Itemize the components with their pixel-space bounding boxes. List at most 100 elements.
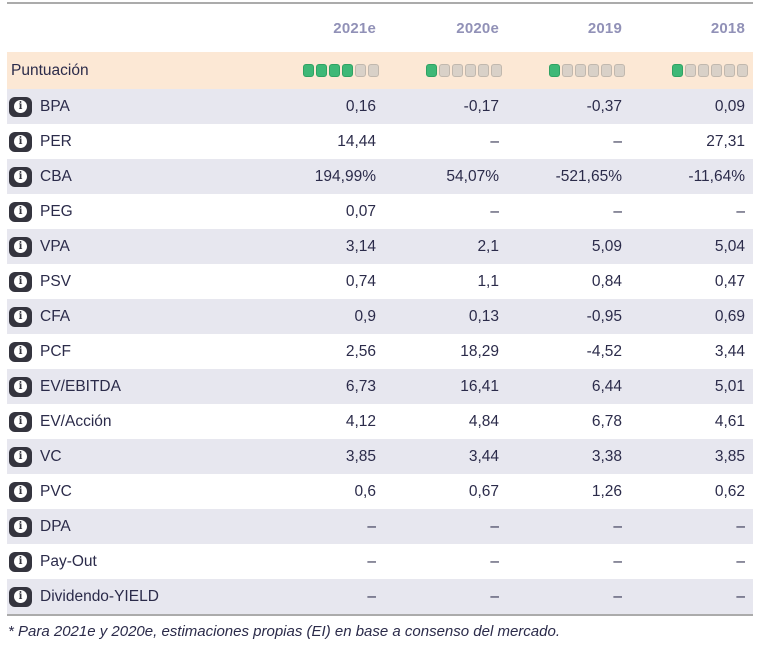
metric-value: 4,61 xyxy=(714,412,745,430)
metric-value: 27,31 xyxy=(706,132,745,150)
info-icon[interactable]: i xyxy=(9,481,32,502)
metric-value: – xyxy=(613,587,622,605)
info-icon[interactable]: i xyxy=(9,271,32,292)
metric-value: 4,12 xyxy=(345,412,376,430)
info-icon[interactable]: i xyxy=(9,341,32,362)
metric-value: 14,44 xyxy=(337,132,376,150)
metric-label-cell: i PEG xyxy=(7,201,261,222)
metric-value: – xyxy=(736,552,745,570)
info-icon[interactable]: i xyxy=(9,551,32,572)
metric-value: 3,44 xyxy=(468,447,499,465)
info-icon-glyph: i xyxy=(14,170,27,183)
metric-row: i PCF 2,56 18,29 -4,52 3,44 xyxy=(7,334,753,369)
metric-value: 1,1 xyxy=(477,272,499,290)
metric-value: 18,29 xyxy=(460,342,499,360)
metric-value: 1,26 xyxy=(591,482,622,500)
metric-value: – xyxy=(367,587,376,605)
metric-value: – xyxy=(490,552,499,570)
metric-label-cell: i PCF xyxy=(7,341,261,362)
metric-row: i PVC 0,6 0,67 1,26 0,62 xyxy=(7,474,753,509)
metric-value: 0,47 xyxy=(714,272,745,290)
rating-dot-inactive xyxy=(737,64,748,77)
rating-dots xyxy=(507,64,630,77)
info-icon[interactable]: i xyxy=(9,376,32,397)
metric-value: 4,84 xyxy=(468,412,499,430)
metric-value: 2,1 xyxy=(477,237,499,255)
metric-label-cell: i BPA xyxy=(7,96,261,117)
metric-value: 0,84 xyxy=(591,272,622,290)
info-icon-glyph: i xyxy=(14,345,27,358)
metric-label-cell: i PVC xyxy=(7,481,261,502)
info-icon[interactable]: i xyxy=(9,306,32,327)
metric-row: i VC 3,85 3,44 3,38 3,85 xyxy=(7,439,753,474)
metric-value: – xyxy=(490,202,499,220)
rating-dot-inactive xyxy=(601,64,612,77)
metric-value: 6,73 xyxy=(345,377,376,395)
rating-dot-inactive xyxy=(698,64,709,77)
info-icon-glyph: i xyxy=(14,380,27,393)
rating-dot-inactive xyxy=(439,64,450,77)
metric-value: 5,09 xyxy=(591,237,622,255)
column-headers: 2021e 2020e 2019 2018 xyxy=(261,20,753,37)
info-icon-glyph: i xyxy=(14,450,27,463)
metric-label: VPA xyxy=(40,237,70,255)
metric-label: CFA xyxy=(40,307,71,325)
metric-value: 5,04 xyxy=(714,237,745,255)
metric-label: VC xyxy=(40,447,62,465)
rating-dot-active xyxy=(342,64,353,77)
rating-dot-inactive xyxy=(562,64,573,77)
rating-dot-active xyxy=(672,64,683,77)
metric-label-cell: i Pay-Out xyxy=(7,551,261,572)
footnote: * Para 2021e y 2020e, estimaciones propi… xyxy=(7,614,753,640)
metric-value: 0,13 xyxy=(468,307,499,325)
score-row-label: Puntuación xyxy=(11,61,89,79)
metric-rows: i BPA 0,16 -0,17 -0,37 0,09 i PER 14,44– –27,31 i C… xyxy=(7,89,753,614)
metric-value: 0,9 xyxy=(354,307,376,325)
metric-value: -0,95 xyxy=(586,307,622,325)
metric-label-cell: i VPA xyxy=(7,236,261,257)
rating-dot-inactive xyxy=(355,64,366,77)
metric-value: -11,64% xyxy=(688,167,745,185)
info-icon-glyph: i xyxy=(14,310,27,323)
metric-value: – xyxy=(490,132,499,150)
metric-value: 16,41 xyxy=(460,377,499,395)
metric-label-cell: i EV/EBITDA xyxy=(7,376,261,397)
metric-value: -4,52 xyxy=(586,342,622,360)
info-icon[interactable]: i xyxy=(9,131,32,152)
metric-row: i EV/Acción 4,12 4,84 6,78 4,61 xyxy=(7,404,753,439)
metric-label-cell: i VC xyxy=(7,446,261,467)
metric-value: 0,62 xyxy=(714,482,745,500)
metric-row: i PEG 0,07 – – – xyxy=(7,194,753,229)
score-row: Puntuación xyxy=(7,52,753,89)
metric-value: 0,69 xyxy=(714,307,745,325)
metric-value: 194,99% xyxy=(314,167,376,185)
rating-dot-active xyxy=(329,64,340,77)
info-icon[interactable]: i xyxy=(9,201,32,222)
info-icon[interactable]: i xyxy=(9,236,32,257)
metric-value: 3,44 xyxy=(714,342,745,360)
info-icon[interactable]: i xyxy=(9,96,32,117)
metric-row: i Dividendo-YIELD – – – – xyxy=(7,579,753,614)
column-header-2020e: 2020e xyxy=(456,19,499,37)
rating-dot-active xyxy=(426,64,437,77)
metric-label-cell: i PSV xyxy=(7,271,261,292)
info-icon[interactable]: i xyxy=(9,411,32,432)
metric-value: 0,74 xyxy=(345,272,376,290)
metric-label: PVC xyxy=(40,482,72,500)
rating-dot-inactive xyxy=(465,64,476,77)
metric-value: 3,14 xyxy=(345,237,376,255)
info-icon[interactable]: i xyxy=(9,586,32,607)
metric-label: EV/Acción xyxy=(40,412,112,430)
metric-row: i CBA 194,99% 54,07% -521,65% -11,64% xyxy=(7,159,753,194)
rating-dot-inactive xyxy=(614,64,625,77)
info-icon-glyph: i xyxy=(14,135,27,148)
rating-dot-inactive xyxy=(452,64,463,77)
rating-dot-active xyxy=(316,64,327,77)
metric-value: 3,38 xyxy=(591,447,622,465)
info-icon[interactable]: i xyxy=(9,516,32,537)
info-icon-glyph: i xyxy=(14,100,27,113)
metric-label-cell: i CFA xyxy=(7,306,261,327)
metric-label: PCF xyxy=(40,342,71,360)
info-icon[interactable]: i xyxy=(9,166,32,187)
info-icon[interactable]: i xyxy=(9,446,32,467)
